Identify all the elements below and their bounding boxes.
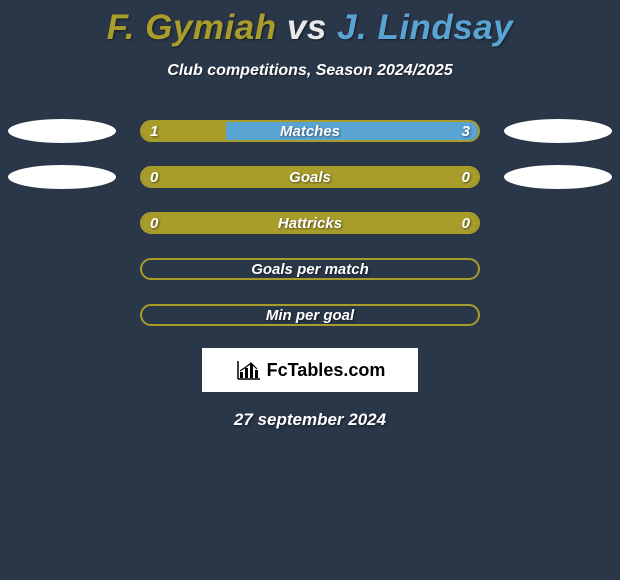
stat-bar-right-fill bbox=[310, 168, 478, 186]
stat-row: Hattricks00 bbox=[0, 212, 620, 234]
logo-text: FcTables.com bbox=[267, 360, 386, 381]
player1-name: F. Gymiah bbox=[107, 8, 277, 47]
stat-bar: Goals per match bbox=[140, 258, 480, 280]
stat-rows: Matches13 Goals00 Hattricks00 Goals per mat… bbox=[0, 120, 620, 326]
stat-bar: Matches13 bbox=[140, 120, 480, 142]
comparison-card: F. Gymiah vs J. Lindsay Club competition… bbox=[0, 0, 620, 580]
stat-label: Goals per match bbox=[142, 260, 478, 278]
player1-badge bbox=[8, 165, 116, 189]
player2-badge bbox=[504, 165, 612, 189]
stat-row: Goals per match bbox=[0, 258, 620, 280]
date-label: 27 september 2024 bbox=[0, 410, 620, 430]
player1-badge bbox=[8, 119, 116, 143]
stat-bar: Goals00 bbox=[140, 166, 480, 188]
stat-row: Goals00 bbox=[0, 166, 620, 188]
player2-name: J. Lindsay bbox=[337, 8, 513, 47]
stat-bar: Min per goal bbox=[140, 304, 480, 326]
stat-label: Min per goal bbox=[142, 306, 478, 324]
player2-badge bbox=[504, 119, 612, 143]
stat-bar-left-fill bbox=[142, 214, 310, 232]
vs-label: vs bbox=[287, 8, 327, 47]
stat-row: Min per goal bbox=[0, 304, 620, 326]
stat-bar: Hattricks00 bbox=[140, 212, 480, 234]
stat-bar-right-fill bbox=[226, 122, 478, 140]
stat-bar-right-fill bbox=[310, 214, 478, 232]
stat-row: Matches13 bbox=[0, 120, 620, 142]
chart-icon bbox=[235, 358, 263, 382]
stat-bar-left-fill bbox=[142, 168, 310, 186]
logo-box: FcTables.com bbox=[202, 348, 418, 392]
page-title: F. Gymiah vs J. Lindsay bbox=[0, 0, 620, 48]
stat-bar-left-fill bbox=[142, 122, 226, 140]
subtitle: Club competitions, Season 2024/2025 bbox=[0, 62, 620, 80]
